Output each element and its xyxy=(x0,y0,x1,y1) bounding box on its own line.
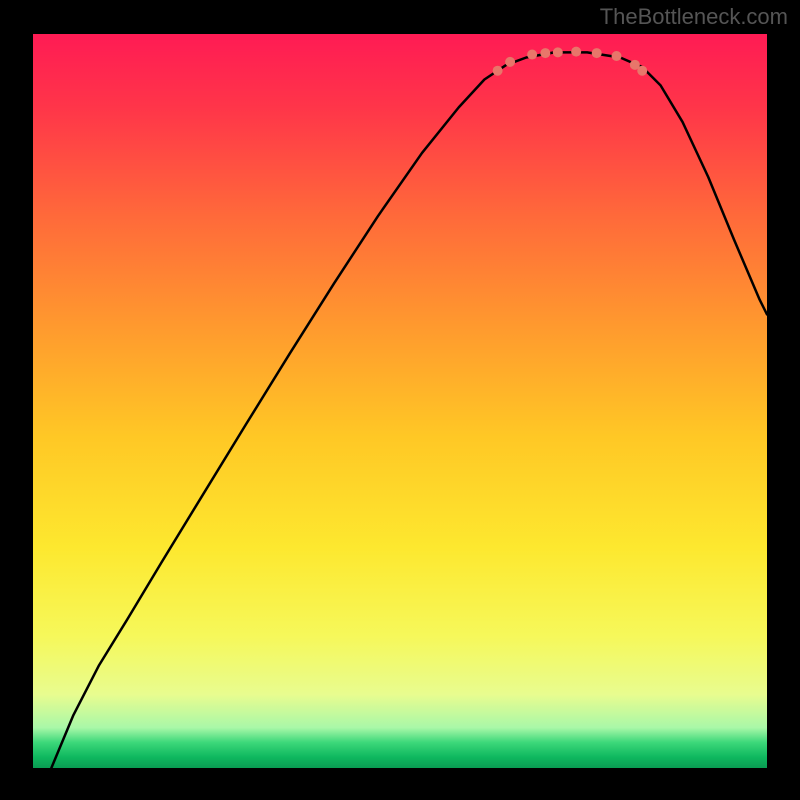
watermark-text: TheBottleneck.com xyxy=(600,4,788,30)
chart-plot-area xyxy=(33,34,767,768)
chart-gradient-background xyxy=(33,34,767,768)
